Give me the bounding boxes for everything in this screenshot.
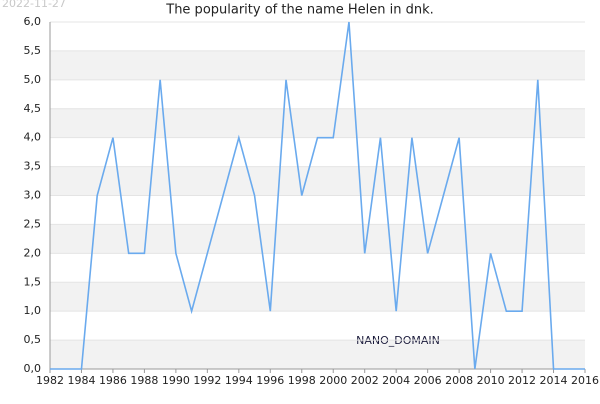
x-tick-label: 1992 <box>193 374 221 387</box>
y-tick-label: 2,5 <box>24 217 42 230</box>
grid-band <box>50 224 585 254</box>
x-tick-label: 2010 <box>477 374 505 387</box>
y-tick-label: 1,0 <box>24 304 42 317</box>
x-tick-label: 1990 <box>162 374 190 387</box>
y-tick-label: 0,5 <box>24 333 42 346</box>
grid-band <box>50 50 585 80</box>
x-tick-label: 1986 <box>99 374 127 387</box>
x-tick-label: 2004 <box>382 374 410 387</box>
x-tick-label: 2002 <box>351 374 379 387</box>
x-tick-label: 2008 <box>445 374 473 387</box>
x-tick-label: 1982 <box>36 374 64 387</box>
x-tick-label: 2016 <box>571 374 599 387</box>
y-tick-label: 5,0 <box>24 73 42 86</box>
y-tick-label: 3,5 <box>24 160 42 173</box>
y-tick-label: 2,0 <box>24 246 42 259</box>
y-tick-label: 6,0 <box>24 15 42 28</box>
y-tick-label: 4,5 <box>24 102 42 115</box>
y-tick-label: 1,5 <box>24 275 42 288</box>
y-tick-label: 3,0 <box>24 189 42 202</box>
grid-band <box>50 166 585 196</box>
x-tick-label: 1994 <box>225 374 253 387</box>
x-tick-label: 2012 <box>508 374 536 387</box>
x-tick-label: 1998 <box>288 374 316 387</box>
y-tick-label: 5,5 <box>24 44 42 57</box>
date-stamp: 2022-11-27 <box>2 0 66 10</box>
x-tick-label: 1996 <box>256 374 284 387</box>
grid-band <box>50 340 585 369</box>
x-tick-label: 2014 <box>540 374 568 387</box>
grid-band <box>50 108 585 138</box>
y-tick-label: 4,0 <box>24 131 42 144</box>
chart-title: The popularity of the name Helen in dnk. <box>165 3 433 18</box>
x-tick-label: 1984 <box>67 374 95 387</box>
grid-band <box>50 282 585 312</box>
data-line <box>50 21 585 370</box>
x-tick-label: 2006 <box>414 374 442 387</box>
grid-bands <box>50 50 585 369</box>
x-tick-label: 2000 <box>319 374 347 387</box>
x-tick-label: 1988 <box>130 374 158 387</box>
y-tick-label: 0,0 <box>24 362 42 375</box>
